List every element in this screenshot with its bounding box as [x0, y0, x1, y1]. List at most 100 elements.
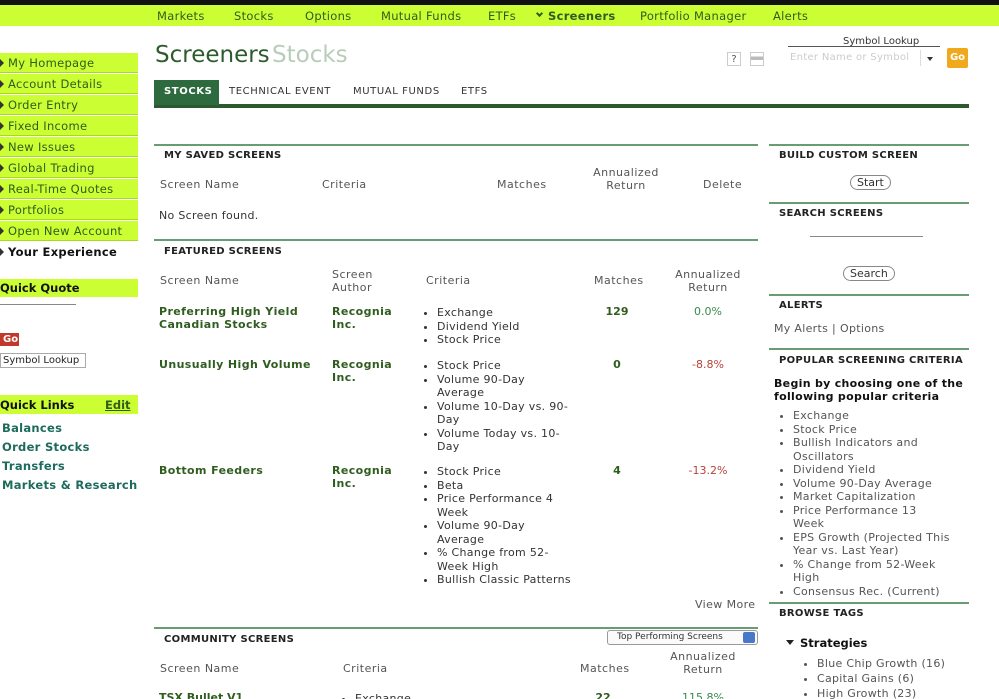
section-rule [154, 144, 758, 146]
section-title: BROWSE TAGS [779, 608, 864, 619]
tab[interactable]: ETFS [461, 86, 488, 97]
section-rule [769, 602, 969, 604]
menu-link[interactable]: Portfolios [8, 203, 65, 217]
nav-link[interactable]: Stocks [234, 9, 274, 23]
print-icon [750, 52, 764, 66]
help-icon[interactable]: ? [727, 52, 741, 66]
menu-link[interactable]: Your Experience [8, 245, 118, 259]
column-header: Matches [497, 178, 547, 191]
search-button[interactable]: Search [843, 266, 895, 281]
select-arrows [743, 632, 755, 643]
bullet-list: Stock PriceVolume 90-Day AverageVolume 1… [424, 359, 574, 454]
screen-name[interactable]: Unusually High Volume [159, 358, 311, 371]
menu-bg [0, 74, 138, 94]
menu-link[interactable]: My Homepage [8, 56, 95, 70]
matches: 129 [605, 305, 629, 318]
go-button[interactable]: Go [0, 333, 19, 346]
list-item: Volume Today vs. 10-Day [437, 427, 574, 454]
nav-link[interactable]: Screeners [548, 9, 616, 23]
column-header: Matches [594, 274, 644, 287]
menu-link[interactable]: New Issues [8, 140, 76, 154]
menu-link[interactable]: Global Trading [8, 161, 95, 175]
nav-link[interactable]: Alerts [773, 9, 809, 23]
column-header: Delete [703, 178, 743, 191]
nav-link[interactable]: Markets [157, 9, 205, 23]
list-item: Dividend Yield [793, 463, 950, 477]
view-more-link[interactable]: View More [695, 598, 756, 611]
search-input [810, 236, 923, 237]
list-item: Bullish Classic Patterns [437, 573, 574, 587]
list-item: Stock Price [437, 359, 574, 373]
menu-arrow [0, 101, 4, 109]
nav-link[interactable]: Portfolio Manager [640, 9, 747, 23]
list-item: Volume 90-Day Average [437, 519, 574, 546]
nav-link[interactable]: ETFs [488, 9, 517, 23]
list-item: Volume 90-Day Average [793, 477, 950, 491]
menu-arrow [0, 122, 4, 130]
active-tab-bg [154, 80, 219, 105]
list-item: Stock Price [437, 465, 574, 479]
quote-input [0, 304, 76, 305]
list-item: Stock Price [437, 333, 574, 347]
list-item: High Growth (23) [817, 686, 969, 699]
tag-group: Strategies [800, 636, 868, 650]
list-item: Bullish Indicators and Oscillators [793, 436, 950, 463]
matches: 4 [613, 464, 621, 477]
menu-bg [0, 53, 138, 73]
annualized-return: -13.2% [688, 464, 728, 477]
column-header: Screen Name [160, 178, 240, 191]
expand-arrow [786, 640, 794, 645]
symbol-input[interactable]: Enter Name or Symbol [790, 52, 910, 63]
quick-link[interactable]: Transfers [2, 459, 66, 473]
quick-link[interactable]: Balances [2, 421, 63, 435]
tab[interactable]: TECHNICAL EVENT [229, 86, 331, 97]
tab[interactable]: STOCKS [164, 86, 213, 97]
menu-link[interactable]: Open New Account [8, 224, 123, 238]
quick-links-bg [0, 395, 138, 414]
list-item: Stock Price [793, 423, 950, 437]
list-item: Market Capitalization [793, 490, 950, 504]
section-title: BUILD CUSTOM SCREEN [779, 150, 919, 161]
edit-link[interactable]: Edit [105, 398, 131, 412]
section-title: Quick Quote [0, 281, 80, 295]
menu-link[interactable]: Order Entry [8, 98, 79, 112]
bullet-list: Blue Chip Growth (16)Capital Gains (6)Hi… [804, 656, 969, 699]
lookup-rule [788, 46, 940, 47]
screen-name[interactable]: Preferring High Yield Canadian Stocks [159, 305, 299, 331]
column-header: Annualized Return [670, 650, 736, 676]
list-item: Dividend Yield [437, 320, 574, 334]
nav-link[interactable]: Options [305, 9, 352, 23]
menu-arrow [0, 164, 4, 172]
list-item: Beta [437, 479, 574, 493]
quick-link[interactable]: Order Stocks [2, 440, 90, 454]
column-header: Annualized Return [593, 166, 659, 192]
tab[interactable]: MUTUAL FUNDS [353, 86, 440, 97]
section-title: MY SAVED SCREENS [164, 150, 282, 161]
matches: 22 [595, 691, 611, 699]
column-header: Annualized Return [675, 268, 741, 294]
menu-link[interactable]: Fixed Income [8, 119, 88, 133]
menu-link[interactable]: Account Details [8, 77, 103, 91]
nav-link[interactable]: Mutual Funds [381, 9, 462, 23]
list-item: % Change from 52-Week High [437, 546, 574, 573]
list-item: Price Performance 13 Week [793, 504, 950, 531]
alerts-link[interactable]: Options [840, 322, 885, 335]
symbol-lookup-button[interactable]: Symbol Lookup [0, 353, 86, 368]
screen-name[interactable]: TSX Bullet V1 [159, 691, 244, 699]
annualized-return: 115.8% [682, 691, 724, 699]
start-button[interactable]: Start [850, 175, 891, 190]
menu-arrow [0, 59, 4, 67]
menu-link[interactable]: Real-Time Quotes [8, 182, 114, 196]
section-rule [769, 202, 969, 204]
screen-name[interactable]: Bottom Feeders [159, 464, 264, 477]
quick-link[interactable]: Markets & Research [2, 478, 138, 492]
menu-bg [0, 158, 138, 178]
alerts-link[interactable]: My Alerts [774, 322, 829, 335]
menu-arrow [0, 227, 4, 235]
screen-select[interactable]: Top Performing Screens [607, 630, 758, 645]
column-header: Criteria [322, 178, 367, 191]
menu-arrow [0, 206, 4, 214]
list-item: Exchange [355, 692, 492, 699]
go-button[interactable]: Go [947, 48, 968, 68]
